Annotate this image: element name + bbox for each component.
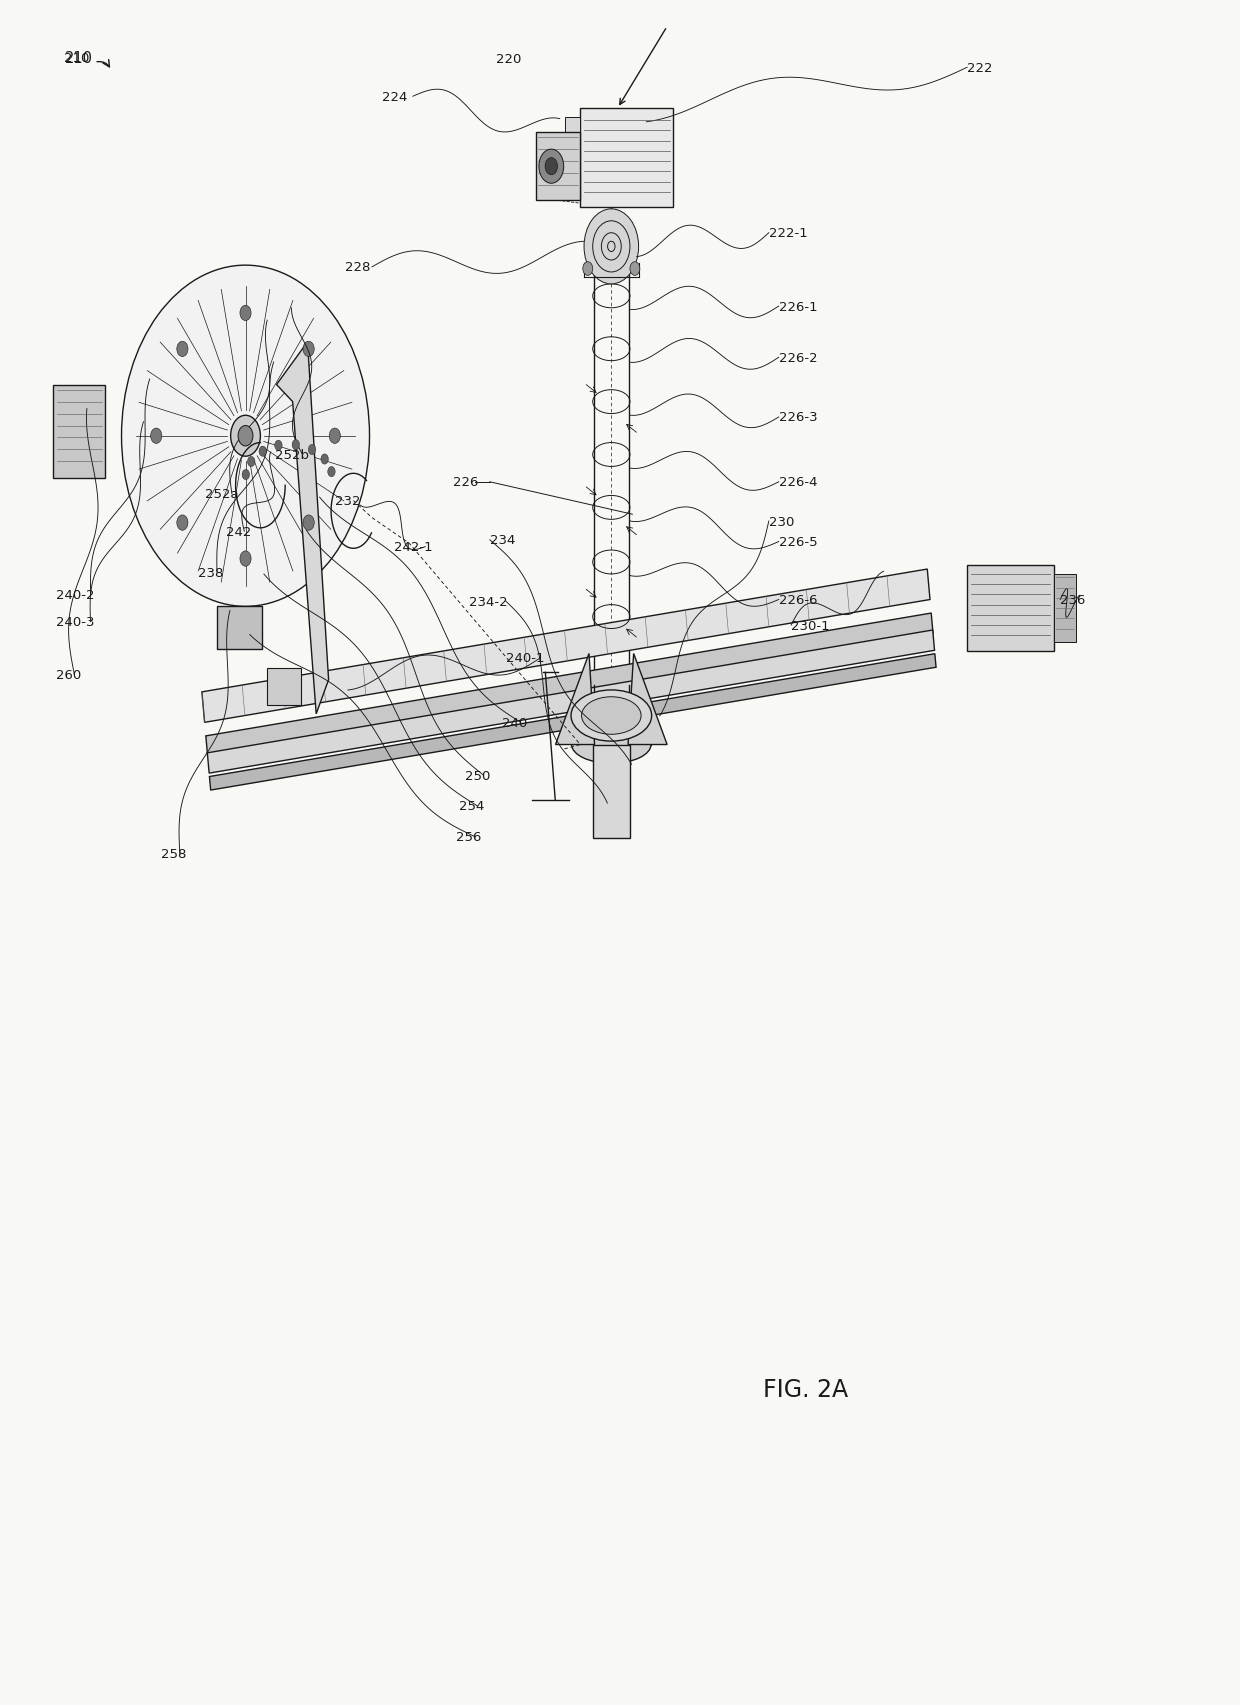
- Text: 234-2: 234-2: [469, 595, 507, 609]
- Text: 210: 210: [64, 51, 93, 65]
- Text: 210: 210: [64, 51, 89, 65]
- Text: 242-1: 242-1: [394, 540, 433, 554]
- Text: 240-2: 240-2: [56, 588, 94, 602]
- Text: 252a: 252a: [205, 488, 238, 501]
- Text: 226-1: 226-1: [779, 300, 817, 314]
- Text: 258: 258: [161, 847, 186, 861]
- Text: 224: 224: [382, 90, 407, 104]
- Text: 234: 234: [490, 534, 515, 547]
- Ellipse shape: [572, 726, 651, 764]
- Text: 238: 238: [198, 566, 223, 580]
- Text: 226: 226: [453, 476, 477, 489]
- Text: 232: 232: [335, 494, 361, 508]
- Circle shape: [303, 515, 314, 530]
- Text: 226-3: 226-3: [779, 411, 817, 425]
- Circle shape: [241, 552, 250, 566]
- Polygon shape: [206, 614, 932, 757]
- Circle shape: [259, 447, 267, 457]
- Text: 256: 256: [456, 830, 481, 844]
- Ellipse shape: [582, 697, 641, 735]
- Text: 236: 236: [1060, 593, 1085, 607]
- Circle shape: [584, 210, 639, 285]
- Bar: [565, 118, 580, 199]
- Bar: [267, 668, 301, 706]
- Bar: [1054, 575, 1076, 643]
- Text: 226-4: 226-4: [779, 476, 817, 489]
- Circle shape: [546, 159, 558, 176]
- Text: 242: 242: [226, 525, 250, 539]
- Circle shape: [630, 263, 640, 276]
- Circle shape: [248, 457, 255, 467]
- Text: 240-1: 240-1: [506, 651, 544, 665]
- Ellipse shape: [570, 691, 651, 742]
- Text: 260: 260: [56, 668, 81, 682]
- Polygon shape: [210, 655, 936, 791]
- Polygon shape: [556, 655, 594, 745]
- Circle shape: [177, 515, 188, 530]
- Text: 222-1: 222-1: [769, 227, 807, 240]
- Circle shape: [238, 426, 253, 447]
- Circle shape: [309, 445, 316, 455]
- Circle shape: [539, 150, 564, 184]
- Text: 226-2: 226-2: [779, 351, 817, 365]
- Polygon shape: [207, 631, 935, 774]
- Bar: [536, 133, 580, 201]
- Circle shape: [330, 430, 340, 443]
- Polygon shape: [202, 569, 930, 723]
- Bar: [967, 566, 1054, 651]
- Text: 228: 228: [345, 261, 370, 275]
- Bar: [580, 109, 673, 208]
- Bar: [217, 607, 262, 650]
- Circle shape: [275, 442, 283, 452]
- Circle shape: [303, 343, 314, 358]
- Circle shape: [583, 263, 593, 276]
- Text: 226-6: 226-6: [779, 593, 817, 607]
- Bar: [593, 745, 630, 839]
- Text: 220: 220: [496, 53, 521, 66]
- Circle shape: [241, 307, 250, 321]
- Text: 230-1: 230-1: [791, 619, 830, 633]
- Circle shape: [293, 440, 300, 450]
- Text: 252b: 252b: [275, 448, 309, 462]
- Bar: [53, 385, 105, 479]
- Polygon shape: [627, 655, 667, 745]
- Circle shape: [321, 455, 329, 465]
- Circle shape: [122, 266, 370, 607]
- Circle shape: [231, 416, 260, 457]
- Text: 240: 240: [502, 716, 527, 730]
- Text: 222: 222: [967, 61, 993, 75]
- Polygon shape: [277, 343, 329, 714]
- Text: 230: 230: [769, 515, 794, 529]
- Circle shape: [150, 430, 161, 443]
- Circle shape: [242, 471, 249, 481]
- Text: FIG. 2A: FIG. 2A: [763, 1378, 848, 1402]
- Bar: [572, 714, 651, 745]
- Text: 240-3: 240-3: [56, 616, 94, 629]
- Circle shape: [327, 467, 335, 477]
- Text: 254: 254: [459, 800, 484, 813]
- Text: 226-5: 226-5: [779, 535, 817, 549]
- Circle shape: [177, 343, 188, 358]
- Text: 250: 250: [465, 769, 490, 783]
